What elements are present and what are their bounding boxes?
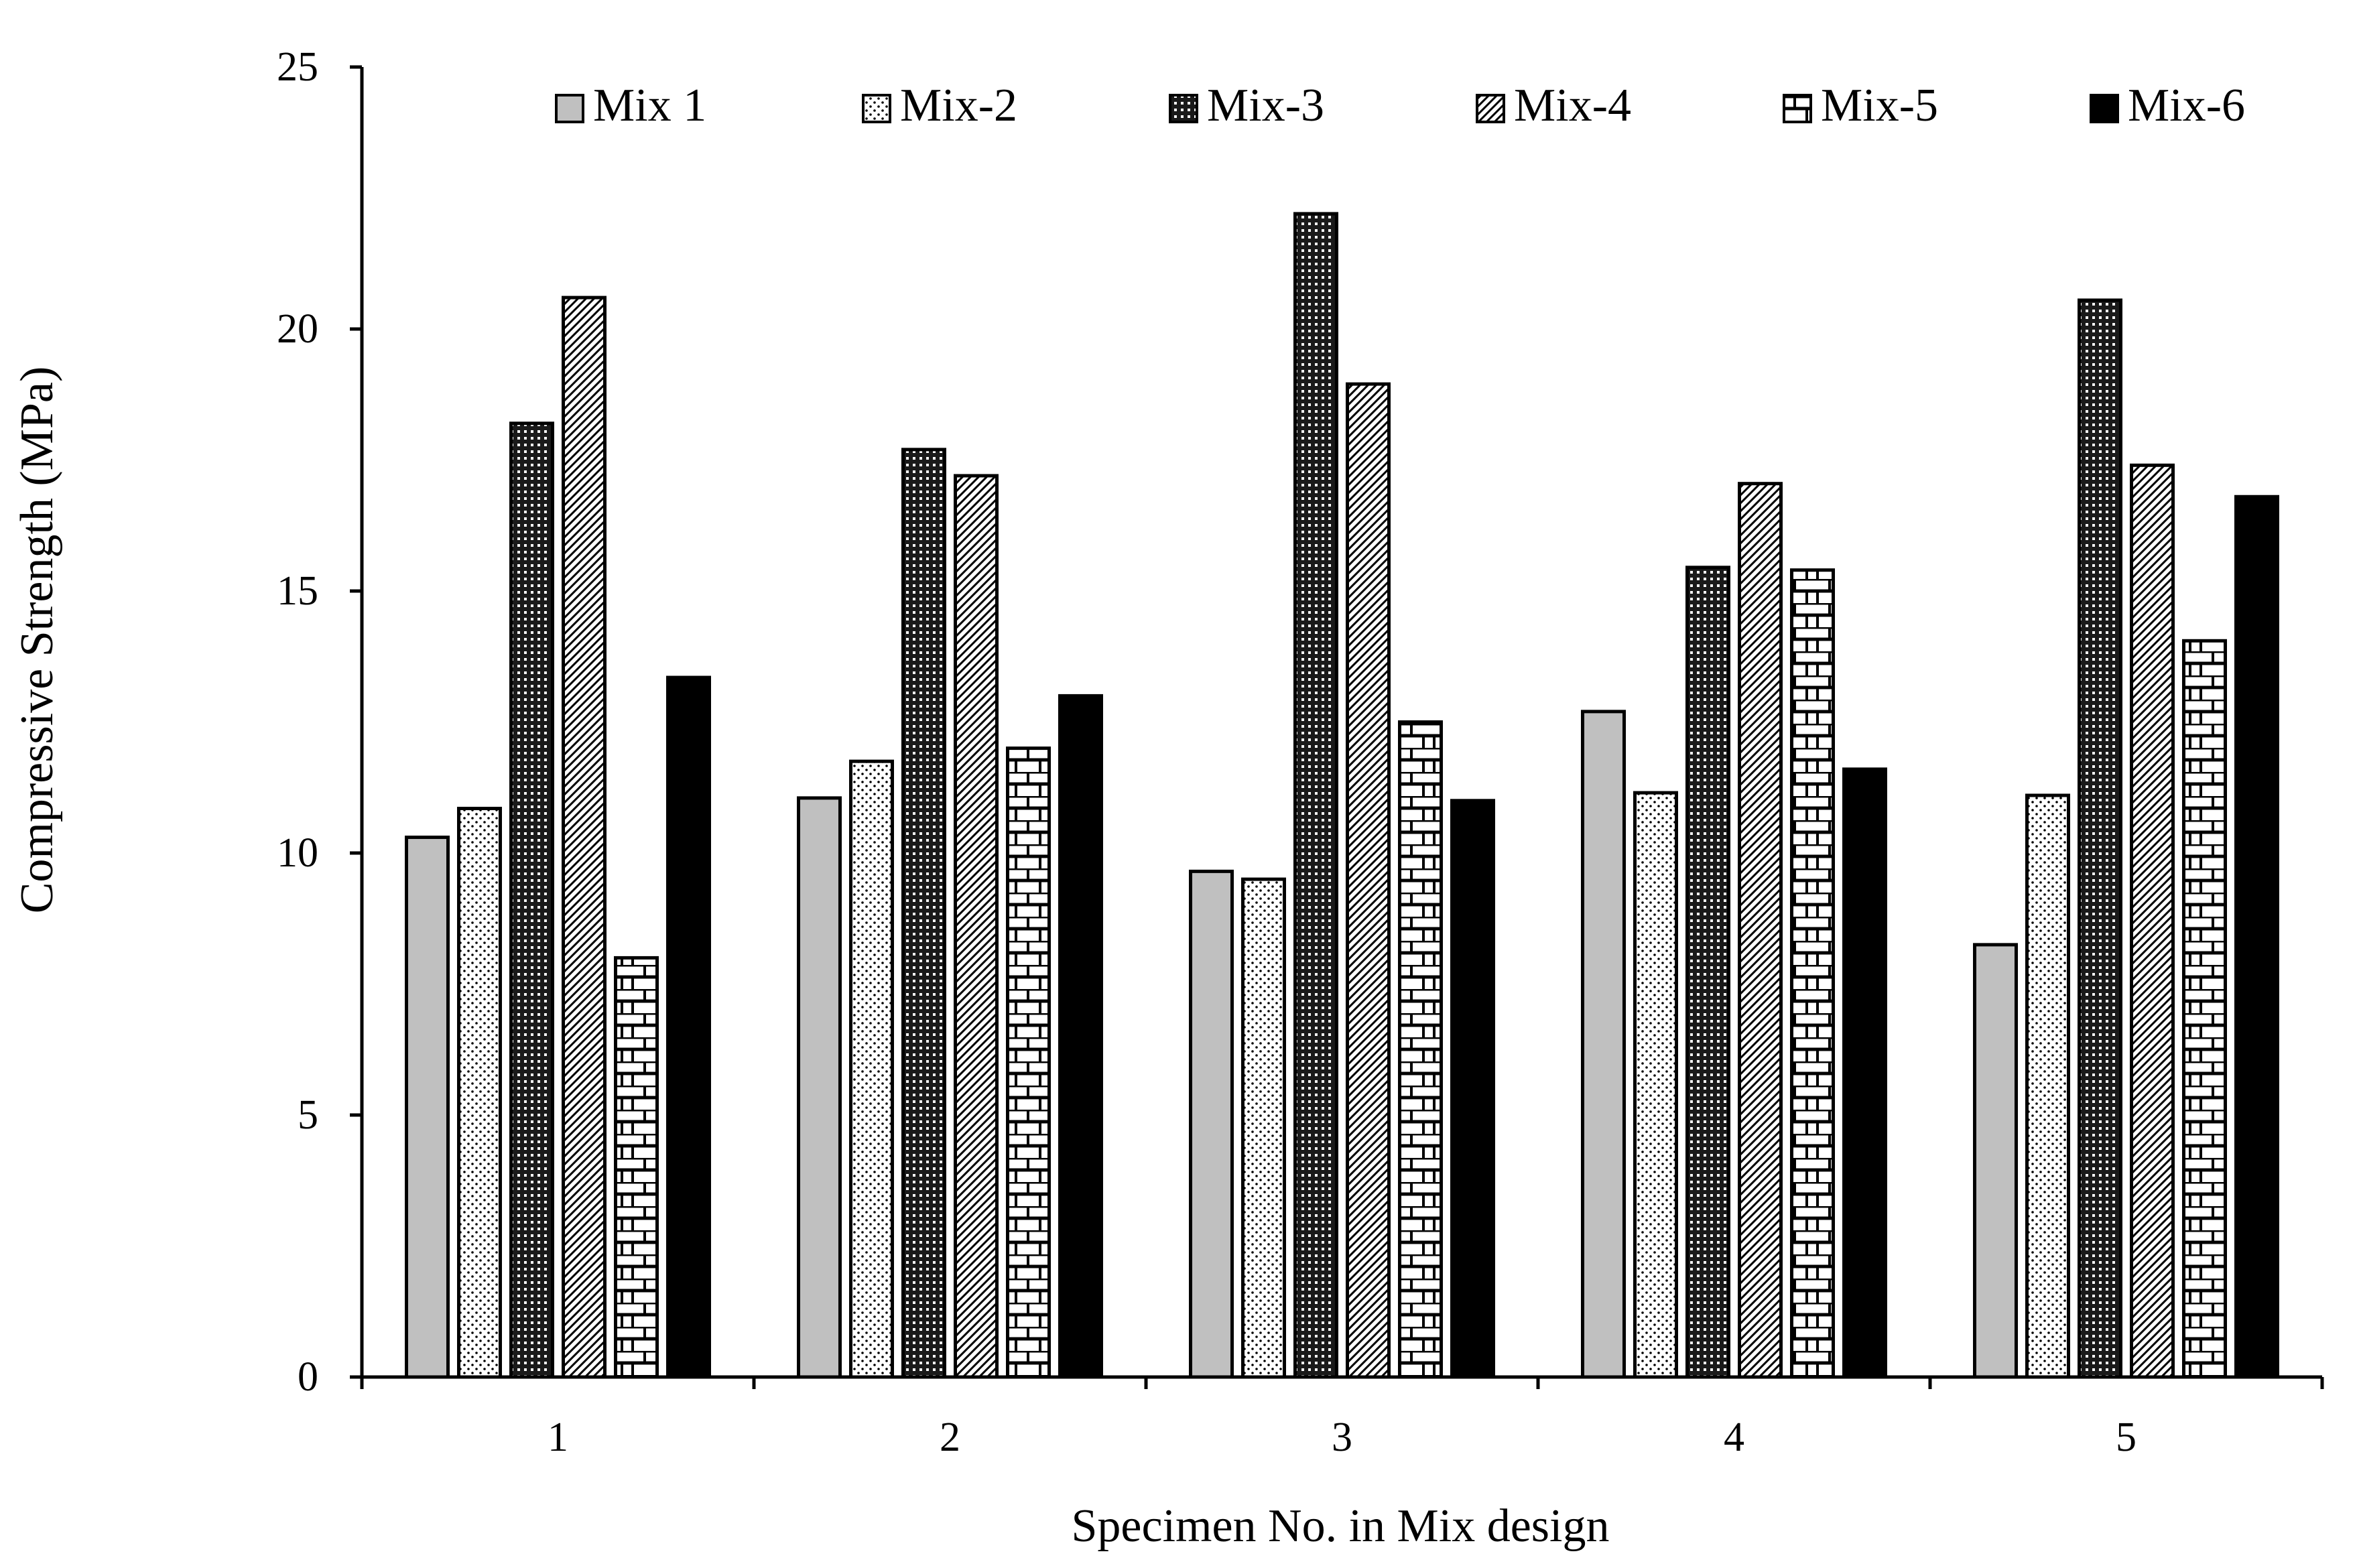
bar-mix-2-specimen-3 (1241, 877, 1286, 1379)
legend-label-mix-6: Mix-6 (2128, 80, 2245, 131)
x-tick-label: 1 (548, 1415, 568, 1460)
bar-mix-4-specimen-5 (2130, 463, 2175, 1379)
bar-mix-2-specimen-4 (1633, 791, 1678, 1379)
bar-mix-5-specimen-5 (2182, 639, 2227, 1379)
bar-mix-1-specimen-2 (797, 796, 842, 1379)
bar-mix-6-specimen-5 (2234, 495, 2279, 1379)
legend-label-mix-3: Mix-3 (1207, 80, 1324, 131)
legend-swatch-mix-3 (1169, 94, 1198, 123)
legend-label-mix-5: Mix-5 (1821, 80, 1938, 131)
y-tick-label: 20 (277, 306, 318, 352)
y-tick-label: 15 (277, 568, 318, 614)
x-tick-label: 3 (1332, 1415, 1352, 1460)
bar-mix-5-specimen-3 (1398, 720, 1443, 1379)
legend-swatch-mix-2 (862, 94, 891, 123)
bar-mix-5-specimen-2 (1006, 746, 1051, 1379)
legend-label-mix-2: Mix-2 (900, 80, 1017, 131)
bar-mix-1-specimen-3 (1189, 869, 1234, 1379)
bar-mix-5-specimen-4 (1790, 568, 1835, 1379)
legend-swatch-mix-4 (1476, 94, 1505, 123)
bar-mix-2-specimen-1 (457, 807, 502, 1379)
legend-label-mix-1: Mix 1 (593, 80, 706, 131)
bar-mix-1-specimen-5 (1973, 943, 2018, 1379)
bar-mix-6-specimen-3 (1450, 799, 1495, 1379)
y-tick-label: 0 (298, 1354, 318, 1400)
x-tick-label: 5 (2116, 1415, 2137, 1460)
bar-mix-4-specimen-2 (954, 474, 999, 1379)
bar-mix-4-specimen-3 (1346, 382, 1391, 1379)
bar-mix-6-specimen-4 (1842, 767, 1887, 1379)
bar-mix-2-specimen-2 (849, 759, 894, 1379)
bar-mix-3-specimen-3 (1293, 212, 1338, 1379)
legend-swatch-mix-5 (1783, 94, 1812, 123)
x-axis-title: Specimen No. in Mix design (1072, 1500, 1610, 1552)
bar-mix-1-specimen-4 (1581, 710, 1626, 1379)
legend-swatch-mix-6 (2090, 94, 2119, 123)
legend-swatch-mix-1 (555, 94, 584, 123)
bar-mix-6-specimen-2 (1058, 694, 1103, 1379)
bar-mix-3-specimen-5 (2078, 298, 2122, 1379)
y-axis-title: Compressive Strength (MPa) (11, 367, 63, 914)
bar-mix-3-specimen-2 (901, 448, 946, 1379)
bar-mix-1-specimen-1 (405, 836, 450, 1379)
bar-mix-4-specimen-4 (1738, 482, 1783, 1379)
bar-mix-6-specimen-1 (666, 675, 711, 1379)
bar-mix-2-specimen-5 (2025, 793, 2070, 1379)
y-tick-label: 5 (298, 1092, 318, 1138)
y-tick-label: 25 (277, 44, 318, 90)
y-tick-label: 10 (277, 830, 318, 876)
bar-mix-3-specimen-4 (1685, 566, 1730, 1379)
x-tick-label: 4 (1724, 1415, 1744, 1460)
legend-label-mix-4: Mix-4 (1514, 80, 1631, 131)
bar-mix-3-specimen-1 (509, 421, 554, 1379)
bar-mix-4-specimen-1 (562, 296, 607, 1379)
bar-mix-5-specimen-1 (614, 956, 659, 1379)
x-tick-label: 2 (940, 1415, 960, 1460)
